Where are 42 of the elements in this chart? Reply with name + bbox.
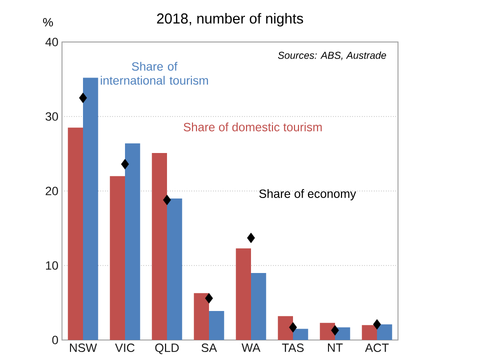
- text: Share of economy: [259, 189, 356, 200]
- bar: [236, 248, 252, 340]
- bar: [68, 128, 84, 340]
- point: [289, 322, 297, 333]
- text: Share of domestic tourism: [184, 122, 322, 132]
- bar: [377, 324, 392, 340]
- chart-title: 2018, number of nights: [157, 13, 304, 26]
- y-tick-label: 30: [46, 112, 58, 121]
- series-label: Share of international tourism: [100, 62, 208, 85]
- x-tick-label: NT: [328, 344, 343, 352]
- point: [331, 325, 339, 336]
- point: [121, 158, 129, 170]
- point: [373, 319, 381, 330]
- y-tick-label: 40: [45, 38, 58, 46]
- y-tick-label: 0: [52, 336, 58, 344]
- bar: [293, 328, 308, 340]
- bar: [362, 325, 377, 340]
- bar: [167, 198, 182, 340]
- x-tick-label: QLD: [155, 344, 179, 354]
- bar: [152, 153, 168, 340]
- x-tick-label: TAS: [282, 344, 304, 352]
- bar: [251, 272, 266, 340]
- x-tick-label: ACT: [365, 344, 389, 352]
- bar: [209, 310, 224, 340]
- y-tick-label: 10: [46, 261, 58, 270]
- bar: [194, 293, 210, 340]
- x-tick-label: VIC: [115, 344, 135, 352]
- bar: [83, 78, 98, 340]
- y-axis-title: %: [43, 18, 53, 26]
- x-tick-label: SA: [202, 344, 217, 352]
- y-tick-label: 20: [46, 186, 58, 196]
- bar: [110, 176, 126, 340]
- point: [79, 92, 87, 104]
- x-tick-label: WA: [242, 344, 260, 352]
- bar: [278, 316, 294, 340]
- bar: [125, 143, 140, 340]
- x-tick-label: NSW: [70, 344, 97, 352]
- point: [205, 293, 213, 304]
- annotation: Sources: ABS, Austrade: [278, 52, 386, 60]
- point: [163, 194, 171, 206]
- point: [247, 232, 255, 244]
- bar: [320, 322, 336, 340]
